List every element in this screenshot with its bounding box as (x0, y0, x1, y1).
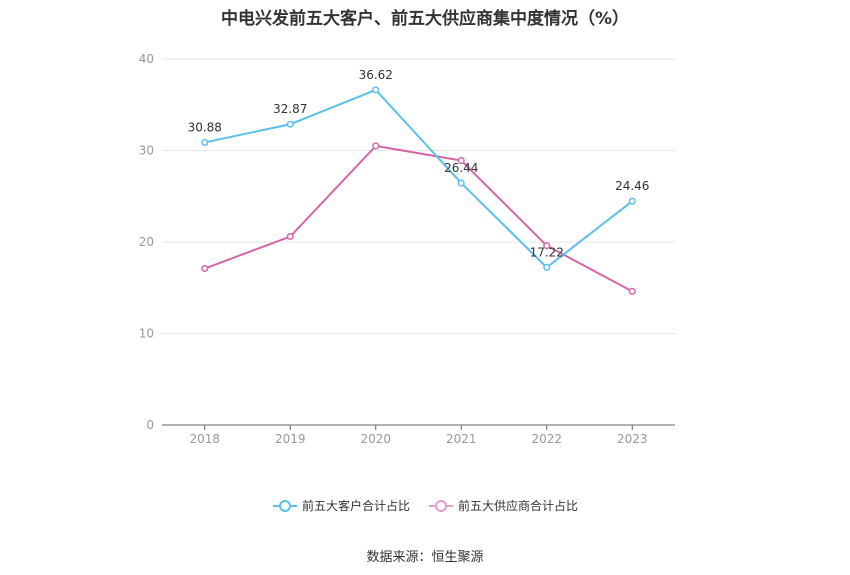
y-tick-label: 20 (139, 235, 154, 249)
data-label: 24.46 (615, 179, 649, 193)
data-point[interactable] (543, 242, 551, 250)
data-label: 32.87 (273, 102, 307, 116)
source-note: 数据来源：恒生聚源 (366, 550, 484, 565)
chart-title: 中电兴发前五大客户、前五大供应商集中度情况（%） (220, 9, 630, 29)
y-tick-label: 30 (139, 144, 154, 158)
legend-line-icon (272, 499, 297, 512)
data-label: 36.62 (359, 68, 393, 82)
series-line (204, 144, 633, 293)
data-point[interactable] (457, 157, 465, 165)
legend-item-suppliers[interactable]: 前五大供应商合计占比 (428, 497, 578, 514)
data-label: 17.22 (530, 245, 564, 259)
series-line (204, 88, 633, 269)
legend: 前五大客户合计占比 前五大供应商合计占比 (0, 497, 850, 514)
data-point[interactable] (457, 179, 465, 187)
y-tick-label: 40 (139, 52, 154, 66)
x-tick-label: 2020 (360, 432, 391, 446)
x-tick-label: 2023 (617, 432, 648, 446)
x-axis: 2018 2019 2020 2021 2022 2023 (162, 424, 675, 446)
data-point[interactable] (286, 232, 294, 241)
grid-lines (162, 58, 675, 334)
legend-label: 前五大客户合计占比 (301, 499, 410, 513)
data-labels: 30.88 32.87 36.62 26.44 17.22 24.46 (188, 68, 650, 260)
data-point[interactable] (372, 142, 380, 150)
legend-line-icon (429, 499, 453, 512)
data-point[interactable] (201, 138, 209, 146)
x-tick-label: 2018 (189, 432, 220, 446)
data-point[interactable] (286, 120, 294, 128)
series-group (201, 86, 636, 295)
x-tick-label: 2019 (275, 432, 306, 446)
y-axis-ticks: 0 10 20 30 40 (139, 52, 154, 432)
y-tick-label: 10 (139, 327, 154, 341)
data-label: 26.44 (444, 161, 478, 175)
legend-label: 前五大供应商合计占比 (458, 499, 579, 513)
data-point[interactable] (628, 197, 636, 205)
y-tick-label: 0 (146, 418, 154, 432)
data-point[interactable] (628, 287, 636, 295)
x-tick-label: 2021 (446, 432, 477, 446)
legend-item-customers[interactable]: 前五大客户合计占比 (272, 497, 410, 514)
data-point[interactable] (543, 263, 551, 271)
data-point[interactable] (201, 264, 209, 273)
data-point[interactable] (372, 86, 380, 94)
x-tick-label: 2022 (531, 432, 562, 446)
data-label: 30.88 (188, 120, 222, 134)
